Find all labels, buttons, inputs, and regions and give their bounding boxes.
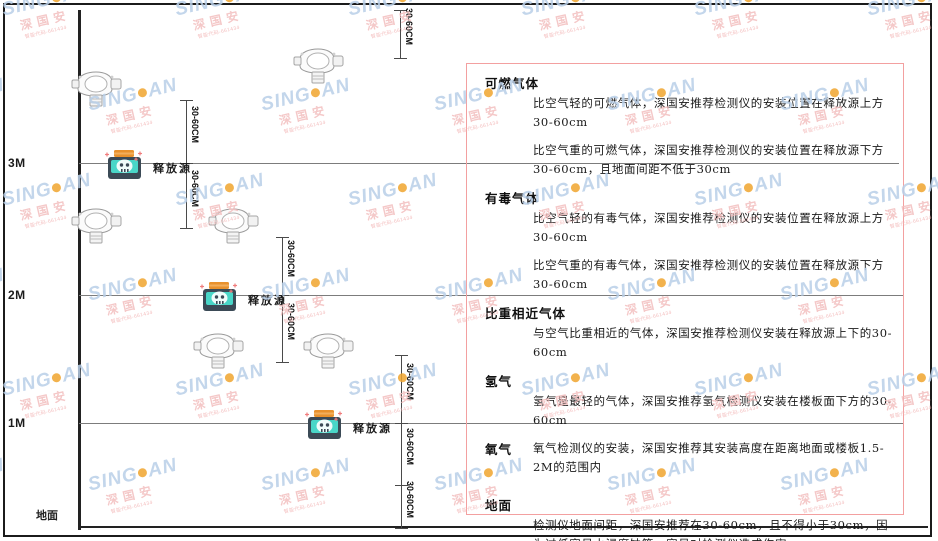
- level-line-1m: [79, 423, 904, 424]
- gas-detector-icon: [290, 45, 346, 87]
- gas-detector-icon: [190, 330, 246, 372]
- dimension-label: 30-60CM: [405, 363, 415, 401]
- gas-detector-placement-diagram: 3M 2M 1M 30-60CM 30-60CM 30-60CM 30-60CM 30-60…: [8, 8, 928, 530]
- release-source: 释放源: [199, 280, 287, 319]
- release-source-label: 释放源: [353, 421, 392, 435]
- dimension-label: 30-60CM: [190, 169, 200, 207]
- level-label-2m: 2M: [8, 288, 26, 302]
- release-source: 释放源: [304, 408, 392, 447]
- section-title: 地面: [485, 498, 513, 513]
- outer-border: [3, 3, 932, 537]
- ground-label: 地面: [36, 510, 58, 522]
- section-body: 比空气轻的可燃气体，深国安推荐检测仪的安装位置在释放源上方30-60cm 比空气重…: [533, 94, 895, 179]
- guideline-section: 地面检测仪地面间距，深国安推荐在30-60cm，且不得小于30cm，因为过低容易…: [467, 495, 895, 541]
- dimension-tick: [276, 295, 289, 296]
- section-body: 氧气检测仪的安装，深国安推荐其安装高度在距离地面或楼板1.5-2M的范围内: [533, 439, 895, 477]
- section-body: 氢气是最轻的气体，深国安推荐氢气检测仪安装在楼板面下方的30-60cm: [533, 392, 895, 430]
- dimension-tick: [276, 362, 289, 363]
- dimension-tick: [394, 58, 407, 59]
- section-title: 有毒气体: [485, 191, 540, 206]
- release-source-icon: [104, 148, 145, 187]
- level-label-1m: 1M: [8, 416, 26, 430]
- section-body: 与空气比重相近的气体，深国安推荐检测仪安装在释放源上下的30-60cm: [533, 324, 895, 362]
- level-line-3m: [79, 163, 899, 164]
- release-source-label: 释放源: [153, 161, 192, 175]
- guideline-section: 氧气 氧气检测仪的安装，深国安推荐其安装高度在距离地面或楼板1.5-2M的范围内: [467, 439, 895, 477]
- section-title: 比重相近气体: [485, 306, 567, 321]
- guideline-section: 氢气氢气是最轻的气体，深国安推荐氢气检测仪安装在楼板面下方的30-60cm: [467, 371, 895, 430]
- dimension-tick: [180, 100, 193, 101]
- release-source-icon: [199, 280, 240, 319]
- vertical-axis: [78, 10, 81, 530]
- dimension-label: 30-60CM: [405, 480, 415, 518]
- section-title: 氧气: [485, 442, 513, 457]
- gas-detector-icon: [68, 205, 124, 247]
- dimension-tick: [394, 10, 407, 11]
- gas-detector-icon: [68, 68, 124, 110]
- section-paragraph: 检测仪地面间距，深国安推荐在30-60cm，且不得小于30cm，因为过低容易水浸…: [533, 518, 889, 541]
- dimension-tick: [395, 355, 408, 356]
- section-body: 检测仪地面间距，深国安推荐在30-60cm，且不得小于30cm，因为过低容易水浸…: [533, 516, 895, 541]
- release-source: 释放源: [104, 148, 192, 187]
- dimension-tick: [395, 485, 408, 486]
- section-paragraph: 比空气轻的有毒气体，深国安推荐检测仪的安装位置在释放源上方30-60cm: [533, 211, 884, 244]
- dimension-tick: [180, 228, 193, 229]
- level-label-3m: 3M: [8, 156, 26, 170]
- section-paragraph: 氧气检测仪的安装，深国安推荐其安装高度在距离地面或楼板1.5-2M的范围内: [533, 441, 885, 474]
- release-source-label: 释放源: [248, 293, 287, 307]
- gas-detector-icon: [205, 205, 261, 247]
- section-paragraph: 比空气重的有毒气体，深国安推荐检测仪的安装位置在释放源下方30-60cm: [533, 258, 884, 291]
- dimension-label: 30-60CM: [286, 302, 296, 340]
- section-paragraph: 比空气轻的可燃气体，深国安推荐检测仪的安装位置在释放源上方30-60cm: [533, 96, 884, 129]
- dimension-label: 30-60CM: [404, 8, 414, 46]
- dimension-line-mid-dim: [282, 237, 283, 362]
- guideline-section: 有毒气体比空气轻的有毒气体，深国安推荐检测仪的安装位置在释放源上方30-60cm…: [467, 188, 895, 294]
- release-source-icon: [304, 408, 345, 447]
- section-title: 氢气: [485, 374, 513, 389]
- guideline-section: 比重相近气体与空气比重相近的气体，深国安推荐检测仪安装在释放源上下的30-60c…: [467, 303, 895, 362]
- dimension-tick: [276, 237, 289, 238]
- section-body: 比空气轻的有毒气体，深国安推荐检测仪的安装位置在释放源上方30-60cm 比空气重…: [533, 209, 895, 294]
- section-paragraph: 氢气是最轻的气体，深国安推荐氢气检测仪安装在楼板面下方的30-60cm: [533, 394, 893, 427]
- dimension-label: 30-60CM: [405, 428, 415, 466]
- level-line-2m: [79, 295, 904, 296]
- section-paragraph: 与空气比重相近的气体，深国安推荐检测仪安装在释放源上下的30-60cm: [533, 326, 893, 359]
- dimension-label: 30-60CM: [286, 240, 296, 278]
- dimension-tick: [180, 163, 193, 164]
- placement-guidelines-panel: 可燃气体比空气轻的可燃气体，深国安推荐检测仪的安装位置在释放源上方30-60cm…: [466, 63, 904, 541]
- panel-content: 可燃气体比空气轻的可燃气体，深国安推荐检测仪的安装位置在释放源上方30-60cm…: [467, 64, 903, 541]
- section-title: 可燃气体: [485, 76, 540, 91]
- ground-baseline: [78, 526, 928, 528]
- gas-detector-icon: [300, 330, 356, 372]
- dimension-label: 30-60CM: [190, 105, 200, 143]
- section-paragraph: 比空气重的可燃气体，深国安推荐检测仪的安装位置在释放源下方30-60cm，且地面…: [533, 143, 884, 176]
- dimension-line-top-dim: [400, 10, 401, 58]
- dimension-tick: [395, 423, 408, 424]
- dimension-line-left-dim: [186, 100, 187, 228]
- guideline-section: 可燃气体比空气轻的可燃气体，深国安推荐检测仪的安装位置在释放源上方30-60cm…: [467, 73, 895, 179]
- dimension-line-right-dim: [401, 355, 402, 528]
- dimension-tick: [395, 528, 408, 529]
